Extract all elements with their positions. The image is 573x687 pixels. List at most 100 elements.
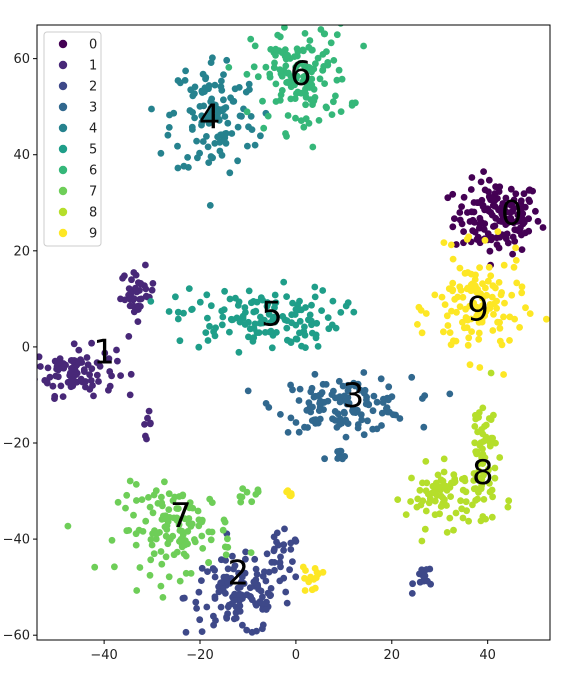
point-digit-3: [333, 424, 341, 431]
point-digit-9: [486, 301, 494, 308]
point-digit-9: [449, 255, 457, 263]
point-digit-9: [450, 337, 457, 345]
point-digit-6: [360, 42, 367, 50]
point-digit-7: [187, 522, 195, 530]
point-digit-4: [205, 159, 213, 167]
point-digit-8: [482, 421, 490, 429]
point-digit-4: [174, 164, 182, 172]
point-digit-2: [217, 603, 225, 611]
point-digit-4: [205, 110, 213, 118]
point-digit-4: [203, 133, 210, 140]
point-digit-0: [496, 233, 504, 241]
point-digit-8: [450, 471, 458, 478]
cluster-label-6: 6: [290, 54, 312, 94]
point-digit-2: [196, 616, 204, 624]
point-digit-3: [370, 392, 378, 400]
point-digit-2: [263, 550, 271, 558]
point-digit-0: [519, 210, 527, 218]
point-digit-4: [201, 88, 208, 95]
point-digit-6: [315, 117, 323, 124]
point-digit-4: [205, 120, 213, 127]
point-digit-8: [489, 434, 496, 442]
y-tick-label: 0: [22, 340, 30, 355]
point-digit-0: [476, 220, 484, 228]
point-digit-3: [311, 370, 319, 378]
point-digit-5: [245, 287, 253, 295]
point-digit-9: [415, 303, 423, 311]
point-digit-4: [199, 138, 207, 145]
point-digit-8: [482, 515, 489, 523]
point-digit-4: [170, 109, 178, 117]
point-digit-7: [186, 499, 194, 506]
point-digit-9: [496, 324, 504, 332]
point-digit-0: [502, 194, 510, 202]
point-digit-8: [440, 455, 448, 463]
point-digit-2: [292, 573, 300, 581]
point-digit-5: [314, 343, 322, 350]
point-digit-3: [369, 407, 377, 415]
point-digit-6: [276, 96, 284, 104]
points-layer: [14, 25, 550, 636]
point-digit-7: [108, 536, 116, 544]
point-digit-9: [307, 573, 314, 581]
legend-marker-7: [58, 186, 68, 196]
point-digit-9: [301, 574, 308, 582]
point-digit-0: [510, 205, 518, 212]
point-digit-9: [506, 337, 513, 344]
point-digit-6: [276, 33, 284, 41]
point-digit-3: [385, 383, 393, 391]
point-digit-3: [446, 390, 454, 398]
point-digit-0: [491, 222, 499, 230]
point-digit-8: [437, 503, 445, 510]
cluster-labels-layer: 0 1 2 3 4 5 6 7 8 9: [93, 54, 522, 594]
point-digit-2: [289, 558, 296, 565]
point-digit-4: [204, 143, 212, 151]
legend-marker-0: [58, 39, 68, 49]
point-digit-7: [199, 545, 207, 552]
point-digit-5: [174, 308, 182, 316]
point-digit-3: [308, 417, 316, 424]
point-digit-3: [389, 411, 397, 419]
point-digit-5: [311, 293, 319, 301]
point-digit-9: [513, 279, 521, 287]
point-digit-9: [440, 239, 448, 247]
point-digit-7: [136, 564, 144, 571]
point-digit-0: [520, 190, 528, 198]
point-digit-6: [281, 25, 288, 31]
point-digit-9: [501, 299, 508, 307]
point-digit-2: [280, 546, 287, 554]
point-digit-2: [283, 599, 291, 607]
point-digit-5: [318, 307, 325, 314]
point-digit-7: [158, 493, 165, 501]
point-digit-7: [122, 504, 129, 512]
point-digit-5: [188, 305, 196, 313]
point-digit-7: [181, 515, 189, 523]
point-digit-6: [310, 85, 318, 93]
legend-marker-1: [58, 60, 68, 70]
point-digit-6: [296, 60, 304, 67]
point-digit-6: [297, 117, 305, 124]
point-digit-0: [467, 186, 475, 193]
cluster-label-8: 8: [472, 453, 494, 493]
point-digit-0: [476, 214, 484, 222]
point-digit-5: [267, 327, 275, 335]
point-digit-0: [489, 194, 497, 202]
point-digit-9: [471, 276, 479, 283]
point-digit-6: [282, 130, 289, 137]
point-digit-2: [242, 555, 249, 563]
point-digit-6: [266, 70, 274, 78]
point-digit-7: [176, 527, 184, 534]
point-digit-8: [394, 496, 402, 503]
point-digit-6: [305, 43, 313, 51]
point-digit-2: [421, 572, 429, 580]
legend-box: [43, 31, 102, 247]
point-digit-1: [142, 285, 150, 293]
point-digit-8: [475, 460, 483, 467]
point-digit-6: [337, 25, 344, 27]
point-digit-0: [492, 183, 499, 191]
point-digit-3: [364, 417, 371, 425]
point-digit-4: [242, 88, 250, 96]
point-digit-4: [191, 90, 198, 97]
point-digit-3: [396, 415, 404, 422]
point-digit-1: [14, 365, 21, 372]
